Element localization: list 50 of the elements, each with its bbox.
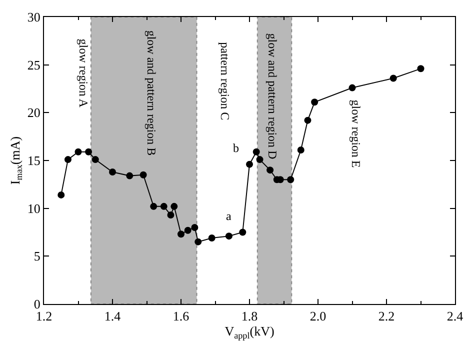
x-tick-label: 1.8: [241, 308, 258, 324]
point: [252, 148, 260, 156]
point: [266, 166, 274, 174]
point: [256, 156, 264, 164]
x-tick-label: 1.4: [104, 308, 122, 324]
point: [297, 146, 304, 154]
x-tick-label: 2.2: [378, 308, 395, 324]
x-tick-label: 1.6: [172, 308, 190, 324]
point: [417, 65, 424, 72]
annotation: b: [233, 141, 239, 155]
point: [150, 202, 158, 210]
annotation: glow and pattern region D: [265, 33, 280, 160]
point: [167, 212, 174, 219]
point: [126, 172, 134, 180]
point: [160, 202, 168, 210]
annotation: glow region A: [76, 38, 90, 108]
y-tick-label: 15: [27, 153, 40, 168]
x-tick-label: 2.4: [446, 308, 464, 324]
point: [109, 168, 116, 176]
point: [311, 98, 318, 106]
annotation: glow and pattern region B: [144, 30, 159, 156]
point: [246, 160, 253, 168]
y-tick-label: 20: [27, 105, 40, 120]
point: [208, 234, 216, 242]
y-tick-label: 25: [27, 57, 40, 72]
point: [239, 228, 246, 236]
point: [170, 202, 178, 210]
point: [194, 238, 202, 246]
point: [191, 224, 198, 231]
point: [58, 191, 65, 198]
annotation: a: [226, 209, 232, 223]
point: [348, 84, 356, 92]
point: [74, 148, 82, 156]
point: [140, 171, 147, 178]
annotation: pattern region C: [218, 42, 232, 120]
point: [85, 148, 92, 156]
point: [225, 232, 232, 240]
annotation: glow region E: [348, 100, 363, 168]
y-tick-label: 5: [34, 248, 40, 264]
x-axis-title: V$_{appl}$(kV): [224, 324, 274, 340]
x-tick-label: 2.0: [310, 308, 326, 324]
y-tick-label: 30: [27, 10, 40, 25]
point: [92, 156, 99, 164]
point: [304, 116, 312, 124]
point: [64, 156, 72, 164]
point: [178, 230, 184, 238]
point: [390, 74, 397, 82]
y-tick-label: 10: [27, 200, 40, 216]
point: [184, 226, 192, 234]
point: [287, 176, 294, 184]
